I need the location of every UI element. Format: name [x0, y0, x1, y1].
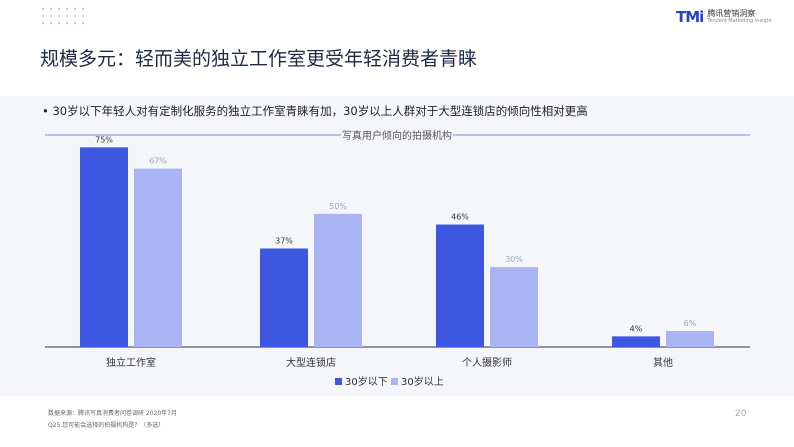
bar-0-3 — [612, 336, 660, 347]
data-label-1-2: 30% — [505, 255, 523, 264]
x-tick-label-2: 个人摄影师 — [462, 356, 512, 369]
data-label-1-1: 50% — [329, 202, 347, 211]
bar-0-2 — [436, 224, 484, 347]
bar-1-3 — [666, 331, 714, 347]
data-label-0-3: 4% — [630, 324, 643, 333]
chart-title: 写真用户倾向的拍摄机构 — [342, 129, 452, 142]
decorative-dot-pattern — [41, 7, 85, 25]
data-label-0-2: 46% — [451, 213, 469, 222]
logo-mark: TMi — [676, 8, 704, 26]
legend-label-0: 30岁以下 — [345, 375, 388, 388]
bar-0-0 — [80, 147, 128, 347]
data-label-0-0: 75% — [95, 135, 113, 144]
footer-question: Q25.您可能会选择的拍摄机构是？（多选） — [48, 422, 165, 429]
brand-logo: TMi 腾讯营销洞察 Tencent Marketing Insight — [676, 8, 772, 26]
legend-swatch-1 — [391, 378, 398, 385]
bar-0-1 — [260, 248, 308, 347]
logo-text: 腾讯营销洞察 Tencent Marketing Insight — [707, 10, 771, 24]
chart-title-backdrop — [341, 128, 453, 142]
bar-1-1 — [314, 213, 362, 347]
logo-chinese-name: 腾讯营销洞察 — [707, 9, 756, 18]
x-tick-label-1: 大型连锁店 — [286, 356, 336, 369]
logo-english-name: Tencent Marketing Insight — [707, 18, 772, 24]
bar-1-2 — [490, 267, 538, 347]
legend-label-1: 30岁以上 — [401, 375, 444, 388]
data-label-0-1: 37% — [275, 236, 293, 245]
legend-swatch-0 — [335, 378, 342, 385]
key-finding-bullet: • 30岁以下年轻人对有定制化服务的独立工作室青睐有加，30岁以上人群对于大型连… — [42, 104, 588, 118]
footer-source: 数据来源：腾讯写真消费者问卷调研 2020年7月 — [48, 410, 177, 417]
x-tick-label-3: 其他 — [653, 356, 673, 369]
key-finding-text: 30岁以下年轻人对有定制化服务的独立工作室青睐有加，30岁以上人群对于大型连锁店… — [52, 104, 588, 118]
data-label-1-3: 6% — [684, 319, 697, 328]
x-tick-label-0: 独立工作室 — [106, 356, 156, 369]
page-title: 规模多元：轻而美的独立工作室更受年轻消费者青睐 — [40, 48, 478, 70]
data-label-1-0: 67% — [149, 157, 167, 166]
page-number: 20 — [735, 409, 747, 419]
bar-1-0 — [134, 168, 182, 347]
content-panel — [0, 96, 794, 396]
